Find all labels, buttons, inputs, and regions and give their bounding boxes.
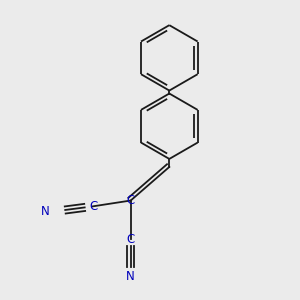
Text: C: C xyxy=(89,200,98,213)
Text: N: N xyxy=(126,270,135,284)
Text: C: C xyxy=(127,233,135,246)
Text: N: N xyxy=(41,205,50,218)
Text: C: C xyxy=(127,194,135,207)
